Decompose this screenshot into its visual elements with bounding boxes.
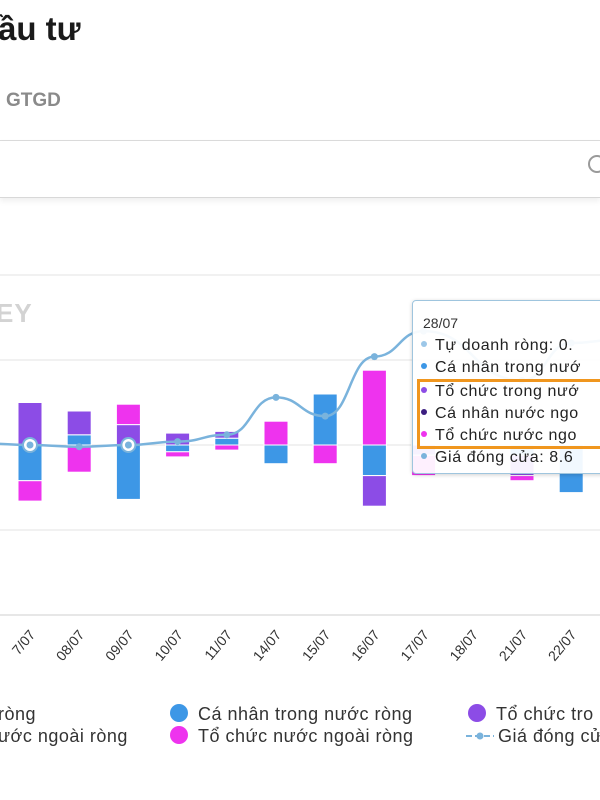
tooltip-row-text: Tổ chức trong nướ (435, 383, 580, 400)
legend-dot-icon (170, 704, 188, 722)
tooltip-row: Giá đóng cửa: 8.6 (421, 449, 573, 467)
x-tick-label: 11/07 (201, 626, 235, 662)
bar-segment[interactable] (312, 393, 338, 446)
search-icon[interactable] (588, 155, 600, 173)
bar-segment[interactable] (115, 444, 141, 500)
tooltip-date: 28/07 (423, 315, 459, 331)
x-tick-label: 10/07 (151, 626, 186, 663)
bar-segment[interactable] (361, 475, 387, 507)
tooltip-row-text: Tổ chức nước ngo (435, 427, 578, 444)
bar-segment[interactable] (165, 451, 191, 458)
legend-dot-icon (468, 704, 486, 722)
tooltip-row: Tổ chức trong nướ (421, 383, 579, 401)
bar-segment[interactable] (361, 369, 387, 446)
bar-segment[interactable] (17, 480, 43, 502)
bar-segment[interactable] (115, 403, 141, 426)
x-tick-label: 15/07 (299, 626, 334, 663)
tooltip-dot-icon (421, 453, 427, 459)
close-price-point[interactable] (321, 412, 329, 420)
page-title: ầu tư (0, 10, 81, 47)
tooltip-row: Tổ chức nước ngo (421, 427, 577, 445)
x-tick-label: 7/07 (9, 626, 39, 657)
legend-foreign-org-label: Tổ chức nước ngoài ròng (198, 726, 414, 746)
divider (0, 140, 600, 141)
close-price-point[interactable] (370, 353, 378, 361)
legend-domestic-individual-label: Cá nhân trong nước ròng (198, 704, 413, 724)
legend-item-self-trading[interactable]: ròng (0, 704, 36, 725)
bar-segment[interactable] (509, 475, 535, 482)
tooltip-dot-icon (421, 431, 427, 437)
close-price-point[interactable] (174, 438, 182, 446)
legend-item-foreign-org[interactable]: Tổ chức nước ngoài ròng (170, 726, 414, 747)
bar-segment[interactable] (263, 444, 289, 465)
close-price-point[interactable] (75, 443, 83, 451)
bar-segment[interactable] (312, 444, 338, 465)
filter-bar[interactable] (0, 141, 600, 198)
tooltip-dot-icon (421, 387, 427, 393)
x-tick-label: 09/07 (102, 626, 137, 663)
bar-segment[interactable] (165, 444, 191, 453)
x-tick-label: 08/07 (53, 626, 88, 663)
tooltip-row: Cá nhân trong nướ (421, 359, 581, 377)
legend-item-domestic-org[interactable]: Tổ chức tro (468, 704, 594, 725)
close-price-point[interactable] (26, 441, 34, 449)
tooltip-row-text: Cá nhân trong nướ (435, 359, 582, 376)
tooltip-row-text: Tự doanh ròng: 0. (435, 337, 574, 354)
x-tick-label: 18/07 (446, 626, 481, 663)
legend-item-close-price[interactable]: Giá đóng cử (466, 726, 600, 747)
tooltip-dot-icon (421, 409, 427, 415)
legend-dot-icon (170, 726, 188, 744)
bar-segment[interactable] (263, 420, 289, 446)
legend-domestic-org-label: Tổ chức tro (496, 704, 594, 724)
chart-tooltip: 28/07 Tự doanh ròng: 0. Cá nhân trong nư… (412, 300, 600, 474)
tooltip-highlight-box (417, 379, 600, 449)
x-tick-label: 21/07 (496, 626, 531, 663)
close-price-point[interactable] (272, 393, 280, 401)
bar-segment[interactable] (66, 410, 92, 436)
close-price-point[interactable] (124, 441, 132, 449)
legend-self-trading-label: ròng (0, 704, 37, 724)
tooltip-row: Tự doanh ròng: 0. (421, 337, 573, 355)
x-tick-label: 16/07 (348, 626, 383, 663)
x-tick-label: 22/07 (545, 626, 580, 663)
legend-foreign-individual-label: ước ngoài ròng (0, 726, 128, 746)
tab-gtgd[interactable]: GTGD (6, 90, 61, 111)
tooltip-dot-icon (421, 363, 427, 369)
bar-segment[interactable] (361, 444, 387, 477)
legend-line-icon (466, 732, 494, 740)
legend-item-domestic-individual[interactable]: Cá nhân trong nước ròng (170, 704, 412, 725)
bar-segment[interactable] (214, 444, 240, 451)
x-tick-label: 14/07 (250, 626, 285, 663)
bar-segment[interactable] (214, 437, 240, 446)
legend-item-foreign-individual[interactable]: ước ngoài ròng (0, 726, 128, 747)
close-price-point[interactable] (223, 431, 231, 439)
x-tick-label: 17/07 (397, 626, 432, 663)
legend-close-price-label: Giá đóng cử (498, 726, 600, 746)
tooltip-row-text: Giá đóng cửa: 8.6 (435, 449, 574, 466)
tooltip-row-text: Cá nhân nước ngo (435, 405, 579, 422)
tooltip-dot-icon (421, 341, 427, 347)
tooltip-row: Cá nhân nước ngo (421, 405, 579, 423)
chart-watermark: EY (0, 298, 33, 328)
